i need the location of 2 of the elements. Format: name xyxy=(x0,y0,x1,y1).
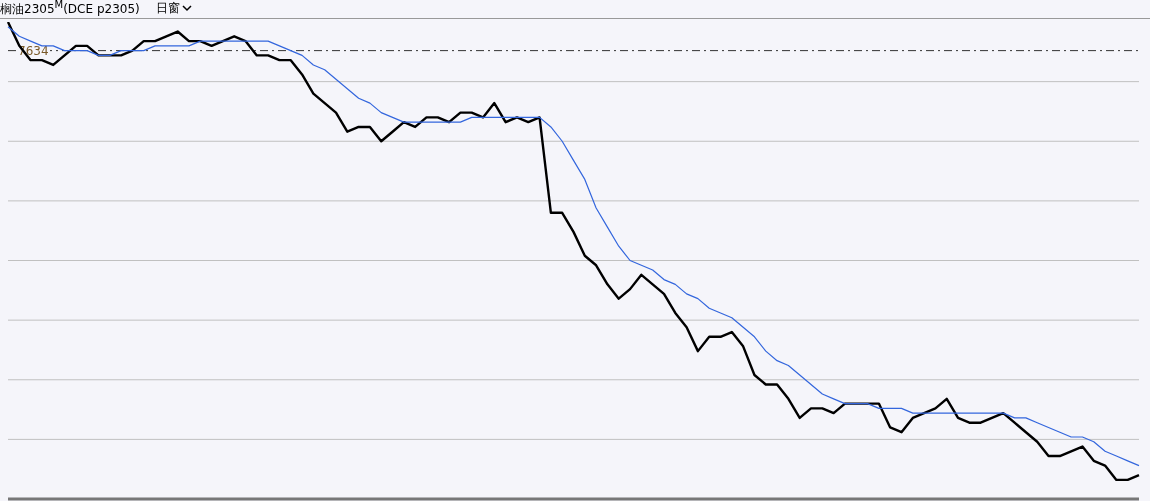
text: 日窗 xyxy=(155,0,180,17)
chart-title: 榈油2305$^{M}$(DCE p2305) xyxy=(0,0,140,18)
